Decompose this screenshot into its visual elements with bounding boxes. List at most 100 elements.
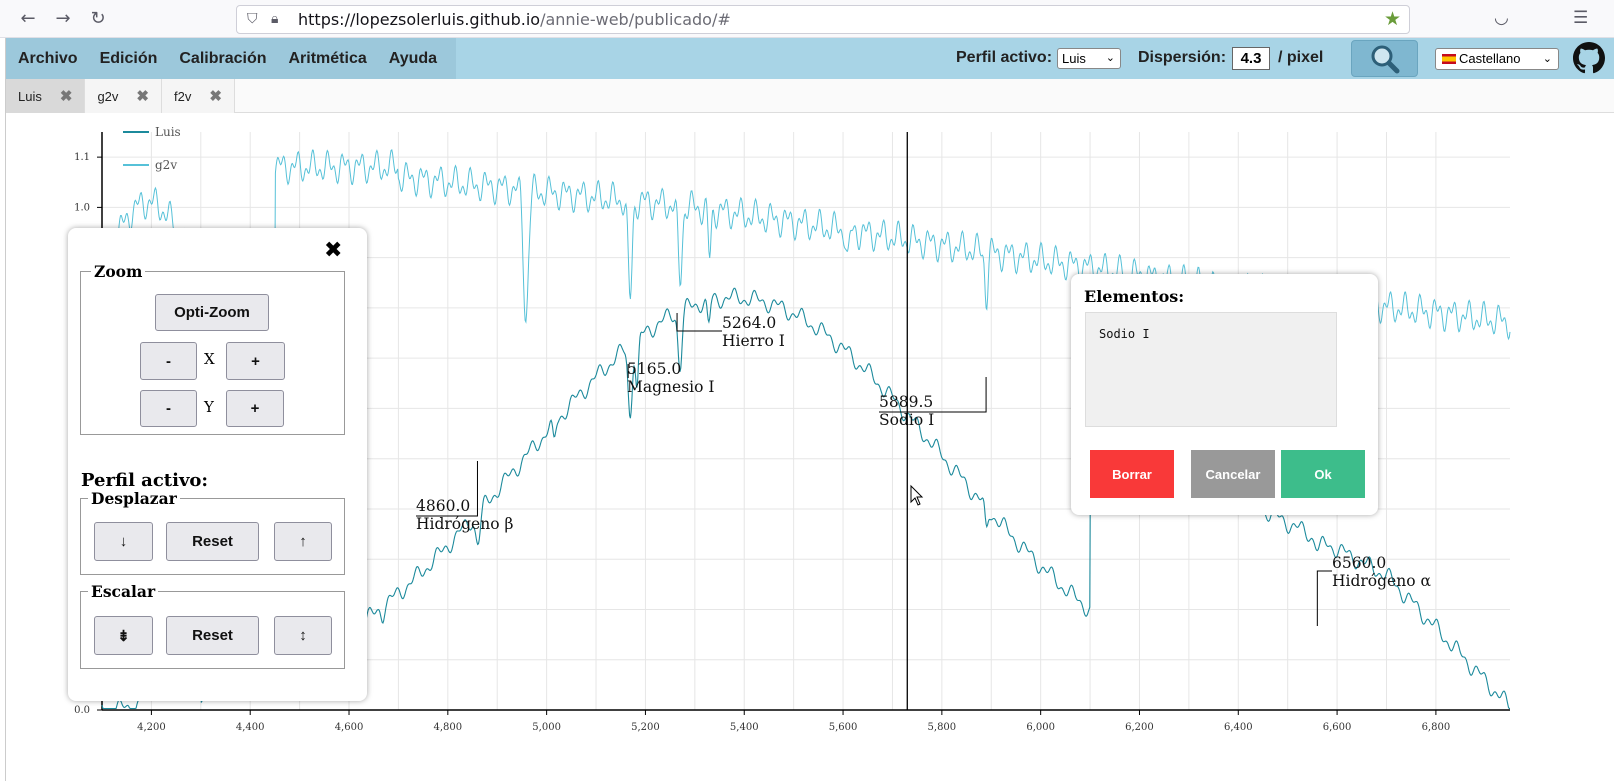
- x-tick-label: 6,600: [1323, 722, 1352, 733]
- url-bar[interactable]: ⛉ 🔒︎ https://lopezsolerluis.github.io/an…: [236, 5, 1410, 34]
- hamburger-menu-icon[interactable]: ☰: [1573, 8, 1589, 28]
- dispersion-label: Dispersión:: [1138, 49, 1227, 66]
- x-tick-label: 4,600: [335, 722, 364, 733]
- annotation-leader: [416, 461, 478, 517]
- annotation-leader: [676, 313, 722, 332]
- elements-dialog: Elementos: Sodio I Borrar Cancelar Ok: [1071, 274, 1378, 515]
- optizoom-button[interactable]: Opti-Zoom: [155, 294, 269, 331]
- close-icon[interactable]: ✖: [324, 238, 343, 263]
- dispersion-unit: / pixel: [1278, 49, 1324, 66]
- annotation-value: 5264.0: [722, 314, 776, 332]
- menu-calibracion[interactable]: Calibración: [179, 50, 267, 67]
- spain-flag-icon: [1442, 54, 1456, 64]
- annotation-leader: [879, 377, 987, 413]
- scale-up-button[interactable]: ↕: [274, 616, 332, 655]
- escalar-fieldset: Escalar: [80, 582, 345, 669]
- chevron-down-icon: ⌄: [1542, 53, 1552, 65]
- scale-down-button[interactable]: ⇟: [94, 616, 153, 655]
- borrar-button[interactable]: Borrar: [1090, 450, 1174, 498]
- dispersion-input[interactable]: 4.3: [1232, 47, 1270, 70]
- annotation-leader: [1316, 570, 1332, 626]
- menu-items: Archivo Edición Calibración Aritmética A…: [6, 38, 456, 79]
- cancelar-button[interactable]: Cancelar: [1191, 450, 1275, 498]
- ok-button[interactable]: Ok: [1281, 450, 1365, 498]
- annotation-value: 6560.0: [1332, 554, 1386, 572]
- active-profile-select[interactable]: Luis ⌄: [1057, 48, 1121, 69]
- shield-icon[interactable]: ⛉: [247, 11, 258, 27]
- tab-g2v[interactable]: g2v ✖: [85, 79, 162, 113]
- shift-down-button[interactable]: ↓: [94, 522, 153, 561]
- spectrum-chart[interactable]: 4,200 4,400 4,600 4,800 5,000 5,200 5,400 5,600…: [5, 112, 1605, 772]
- github-icon[interactable]: [1573, 42, 1605, 74]
- zoom-y-minus-button[interactable]: -: [140, 390, 197, 427]
- zoom-legend: Zoom: [94, 262, 143, 281]
- x-tick-label: 5,000: [532, 722, 561, 733]
- x-tick-label: 5,800: [928, 722, 957, 733]
- close-icon[interactable]: ✖: [209, 88, 222, 105]
- reload-icon[interactable]: ↻: [90, 8, 106, 29]
- profile-tabs: Luis ✖ g2v ✖ f2v ✖: [6, 79, 1614, 113]
- zoom-x-minus-button[interactable]: -: [140, 342, 197, 380]
- zoom-y-plus-button[interactable]: +: [226, 390, 284, 427]
- annotation-label: Sodio I: [879, 411, 934, 429]
- annotation-label: Magnesio I: [627, 378, 714, 396]
- escalar-legend: Escalar: [91, 582, 156, 601]
- zoom-x-label: X: [204, 350, 215, 368]
- close-icon[interactable]: ✖: [136, 88, 149, 105]
- tab-label: g2v: [97, 88, 119, 104]
- pocket-icon[interactable]: ◡: [1494, 8, 1509, 28]
- legend-label: Luis: [155, 125, 181, 139]
- dialog-title: Elementos:: [1084, 287, 1185, 306]
- x-tick-label: 5,400: [730, 722, 759, 733]
- active-profile-value: Luis: [1062, 51, 1086, 66]
- x-tick-label: 6,800: [1422, 722, 1451, 733]
- x-tick-label: 6,400: [1224, 722, 1253, 733]
- menu-ayuda[interactable]: Ayuda: [388, 50, 438, 67]
- tab-luis[interactable]: Luis ✖: [6, 79, 86, 113]
- language-select[interactable]: Castellano ⌄: [1435, 48, 1559, 70]
- active-profile-label: Perfil activo:: [956, 49, 1053, 66]
- search-button[interactable]: [1351, 40, 1418, 77]
- zoom-panel: ✖ Zoom Opti-Zoom - X + - Y + Perfil acti…: [68, 228, 367, 701]
- annotation-value: 5165.0: [627, 360, 681, 378]
- scale-reset-button[interactable]: Reset: [166, 616, 259, 655]
- browser-toolbar: ← → ↻ ⛉ 🔒︎ https://lopezsolerluis.github…: [0, 0, 1614, 38]
- bookmark-star-icon[interactable]: ★: [1383, 8, 1401, 30]
- y-tick-label: 1.0: [74, 202, 90, 213]
- legend-label: g2v: [155, 158, 177, 172]
- x-tick-label: 4,800: [434, 722, 463, 733]
- zoom-x-plus-button[interactable]: +: [226, 342, 285, 380]
- back-icon[interactable]: ←: [20, 8, 36, 29]
- menu-aritmetica[interactable]: Aritmética: [288, 50, 367, 67]
- forward-icon[interactable]: →: [55, 8, 71, 29]
- annotation-value: 4860.0: [416, 497, 470, 515]
- y-tick-label: 1.1: [74, 152, 90, 163]
- elements-textarea[interactable]: Sodio I: [1085, 312, 1337, 427]
- close-icon[interactable]: ✖: [59, 88, 73, 105]
- menu-edicion[interactable]: Edición: [99, 50, 158, 67]
- tab-label: f2v: [173, 88, 192, 104]
- app: Archivo Edición Calibración Aritmética A…: [5, 38, 1614, 781]
- mouse-pointer-icon: [910, 484, 924, 506]
- chevron-down-icon: ⌄: [1105, 52, 1115, 64]
- annotation-value: 5889.5: [879, 393, 933, 411]
- x-tick-label: 6,000: [1026, 722, 1055, 733]
- annotation-label: Hierro I: [722, 332, 785, 350]
- annotation-label: Hidrógeno β: [416, 515, 513, 533]
- x-tick-label: 4,200: [137, 722, 166, 733]
- zoom-fieldset: Zoom: [80, 262, 345, 435]
- shift-up-button[interactable]: ↑: [274, 522, 332, 561]
- lock-icon[interactable]: 🔒︎: [271, 11, 279, 27]
- menu-archivo[interactable]: Archivo: [18, 50, 78, 67]
- shift-reset-button[interactable]: Reset: [166, 522, 259, 561]
- x-tick-label: 5,200: [631, 722, 660, 733]
- language-value: Castellano: [1459, 51, 1521, 66]
- tab-f2v[interactable]: f2v ✖: [161, 79, 235, 113]
- x-tick-label: 5,600: [829, 722, 858, 733]
